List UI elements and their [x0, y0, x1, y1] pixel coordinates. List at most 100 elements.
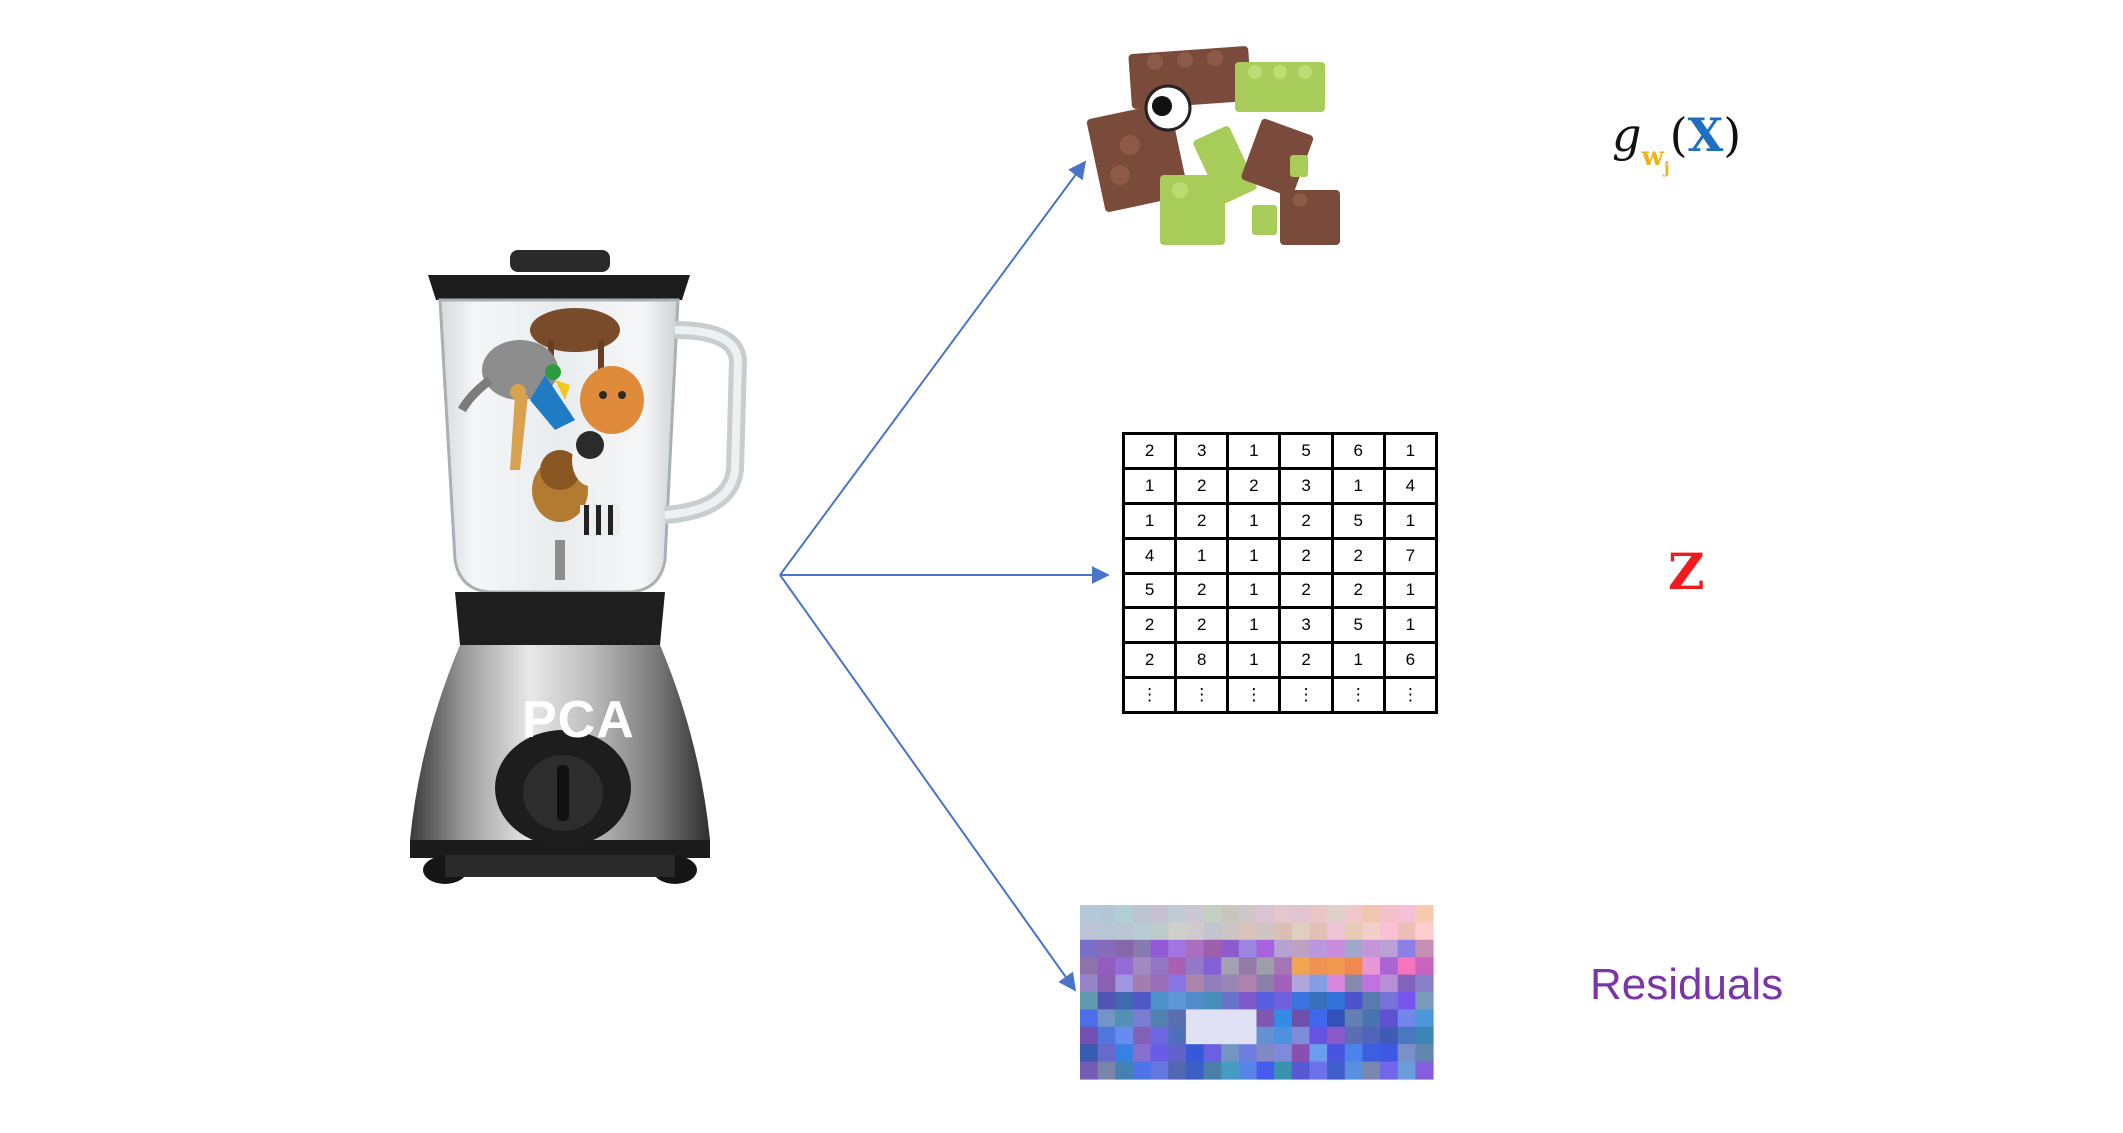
mosaic-pixel [1238, 905, 1258, 923]
mosaic-pixel [1168, 992, 1187, 1010]
mosaic-pixel [1397, 939, 1416, 958]
mosaic-pixel [1115, 992, 1134, 1010]
mosaic-pixel [1291, 1026, 1311, 1045]
mosaic-pixel [1344, 922, 1363, 941]
mosaic-pixel [1362, 905, 1381, 923]
matrix-cell: 5 [1121, 571, 1178, 610]
mosaic-pixel [1150, 974, 1169, 993]
mosaic-pixel [1132, 974, 1152, 993]
matrix-cell: 3 [1278, 606, 1334, 645]
matrix-cell: 2 [1278, 501, 1334, 540]
mosaic-pixel [1115, 905, 1134, 923]
mosaic-pixel [1150, 905, 1169, 923]
mosaic-pixel [1080, 974, 1099, 993]
mosaic-pixel [1203, 974, 1222, 993]
matrix-cell: ⋮ [1121, 676, 1178, 714]
mosaic-pixel [1080, 1026, 1099, 1045]
matrix-cell: 1 [1330, 641, 1386, 680]
mosaic-pixel [1327, 1061, 1346, 1080]
mosaic-pixel [1221, 1061, 1240, 1080]
blender-collar [455, 592, 665, 645]
mosaic-pixel [1097, 922, 1116, 941]
matrix-cell: 2 [1330, 536, 1386, 575]
matrix-cell: 1 [1330, 466, 1386, 505]
mosaic-pixel [1115, 939, 1134, 958]
mosaic-pixel [1221, 905, 1240, 923]
mosaic-pixel [1221, 1009, 1240, 1028]
mosaic-pixel [1221, 922, 1240, 941]
mosaic-pixel [1168, 1026, 1187, 1045]
mosaic-pixel [1362, 1026, 1381, 1045]
mosaic-pixel [1168, 1009, 1187, 1028]
mosaic-pixel [1291, 1061, 1311, 1080]
mosaic-pixel [1238, 1009, 1258, 1028]
matrix-cell: 1 [1121, 466, 1178, 505]
mosaic-pixel [1344, 1026, 1363, 1045]
matrix-cell: 1 [1226, 606, 1282, 645]
mosaic-pixel [1291, 992, 1311, 1010]
mosaic-pixel [1221, 974, 1240, 993]
mosaic-pixel [1380, 974, 1399, 993]
mosaic-pixel [1115, 1026, 1134, 1045]
mosaic-pixel [1203, 957, 1222, 976]
mosaic-pixel [1362, 939, 1381, 958]
mosaic-pixel [1380, 957, 1399, 976]
mosaic-pixel [1221, 939, 1240, 958]
mosaic-pixel [1150, 922, 1169, 941]
mosaic-pixel [1344, 1061, 1363, 1080]
mosaic-pixel [1185, 905, 1205, 923]
matrix-cell: ⋮ [1226, 676, 1282, 714]
mosaic-pixel [1203, 1009, 1222, 1028]
mosaic-pixel [1203, 992, 1222, 1010]
mosaic-pixel [1256, 1009, 1275, 1028]
mosaic-pixel [1080, 905, 1099, 923]
mosaic-pixel [1274, 1044, 1293, 1063]
mosaic-pixel [1327, 922, 1346, 941]
arrow-to-model [779, 160, 1087, 576]
matrix-cell: ⋮ [1278, 676, 1334, 714]
mosaic-pixel [1150, 992, 1169, 1010]
mosaic-pixel [1327, 1026, 1346, 1045]
mosaic-pixel [1168, 939, 1187, 958]
mosaic-pixel [1256, 974, 1275, 993]
mosaic-pixel [1150, 957, 1169, 976]
mosaic-pixel [1291, 957, 1311, 976]
mosaic-pixel [1203, 905, 1222, 923]
mosaic-pixel [1238, 1044, 1258, 1063]
matrix-cell: 8 [1174, 641, 1230, 680]
matrix-cell: 4 [1382, 466, 1439, 505]
blender-image [410, 250, 748, 884]
mosaic-pixel [1097, 974, 1116, 993]
mosaic-pixel [1397, 905, 1416, 923]
mosaic-pixel [1238, 1061, 1258, 1080]
mosaic-pixel [1344, 939, 1363, 958]
matrix-row: ⋮ ⋮ ⋮ ⋮ ⋮ ⋮ [1121, 676, 1439, 714]
mosaic-pixel [1097, 1044, 1116, 1063]
mosaic-pixel [1362, 1044, 1381, 1063]
mosaic-pixel [1380, 922, 1399, 941]
mosaic-pixel [1238, 922, 1258, 941]
model-argument: X [1687, 108, 1724, 162]
model-formula: gwj(X) [1612, 108, 1741, 177]
matrix-cell: 2 [1174, 571, 1230, 610]
mosaic-pixel [1362, 992, 1381, 1010]
mosaic-pixel [1150, 1044, 1169, 1063]
matrix-cell: ⋮ [1382, 676, 1439, 714]
mosaic-pixel [1291, 939, 1311, 958]
mosaic-pixel [1132, 1061, 1152, 1080]
mosaic-pixel [1380, 1044, 1399, 1063]
mosaic-pixel [1309, 1009, 1328, 1028]
matrix-cell: 1 [1382, 606, 1439, 645]
matrix-cell: 1 [1382, 432, 1439, 470]
mosaic-pixel [1309, 974, 1328, 993]
mosaic-pixel [1362, 922, 1381, 941]
mosaic-pixel [1344, 1044, 1363, 1063]
mosaic-pixel [1097, 1026, 1116, 1045]
mosaic-pixel [1132, 1026, 1152, 1045]
matrix-cell: 1 [1226, 641, 1282, 680]
mosaic-pixel [1238, 1026, 1258, 1045]
model-weight-subscript: wj [1641, 142, 1670, 177]
mosaic-pixel [1132, 957, 1152, 976]
